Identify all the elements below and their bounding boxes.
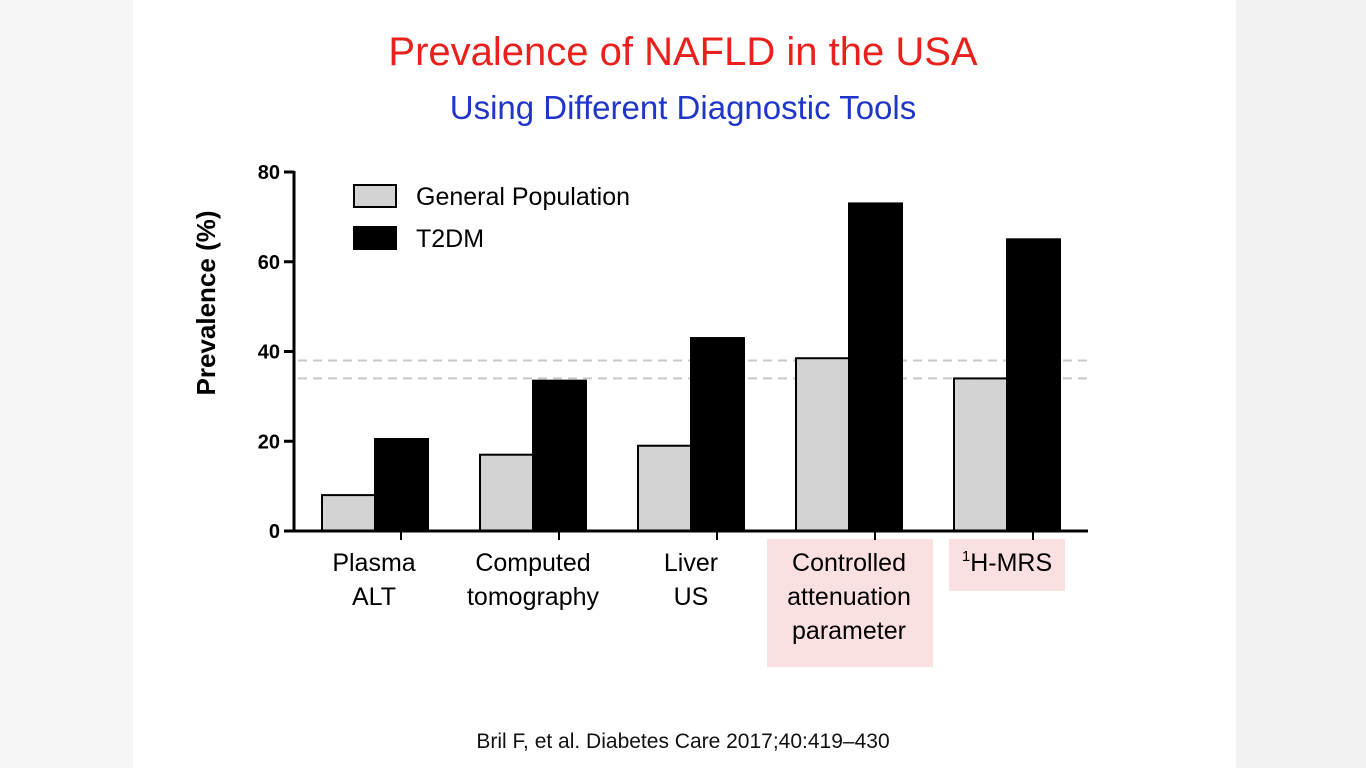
category-label-1-line-1: tomography (467, 583, 600, 611)
bar-t2dm-4 (1006, 238, 1061, 532)
bar-general-3 (795, 357, 850, 533)
category-label-0-line-0: Plasma (332, 549, 415, 577)
category-label-superscript: 1 (962, 548, 970, 565)
bar-general-0 (321, 494, 376, 533)
bar-t2dm-0 (374, 438, 429, 533)
bar-general-2 (637, 444, 692, 532)
right-edge-band (1236, 0, 1366, 768)
y-axis-title: Prevalence (%) (191, 211, 221, 396)
category-label-3-line-1: attenuation (787, 583, 911, 611)
bar-t2dm-3 (848, 202, 903, 532)
chart-subtitle: Using Different Diagnostic Tools (449, 89, 917, 126)
category-label-1-line-0: Computed (475, 549, 590, 577)
citation: Bril F, et al. Diabetes Care 2017;40:419… (476, 730, 890, 753)
category-label-4-line-0: 1H-MRS (962, 548, 1052, 577)
y-tick-label-40: 40 (258, 342, 280, 364)
legend-swatch-0 (353, 184, 397, 208)
y-tick-label-80: 80 (258, 162, 280, 184)
category-highlight-3 (767, 539, 933, 667)
bar-general-1 (479, 453, 534, 532)
bar-t2dm-2 (690, 337, 745, 532)
legend-label-0: General Population (416, 183, 630, 211)
category-label-3-line-2: parameter (792, 617, 906, 645)
category-label-text: H-MRS (970, 549, 1052, 577)
category-highlight-4 (949, 539, 1065, 591)
bar-general-4 (953, 377, 1008, 532)
category-label-3-line-0: Controlled (792, 549, 906, 577)
bar-t2dm-1 (532, 379, 587, 533)
legend-swatch-1 (353, 226, 397, 250)
y-tick-label-0: 0 (269, 521, 280, 543)
chart-title: Prevalence of NAFLD in the USA (388, 30, 978, 74)
left-edge-band (0, 0, 133, 768)
y-tick-label-60: 60 (258, 252, 280, 274)
legend-label-1: T2DM (416, 225, 484, 253)
category-label-2-line-0: Liver (664, 549, 718, 577)
category-label-2-line-1: US (674, 583, 709, 611)
y-tick-label-20: 20 (258, 431, 280, 453)
category-label-0-line-1: ALT (352, 583, 396, 611)
